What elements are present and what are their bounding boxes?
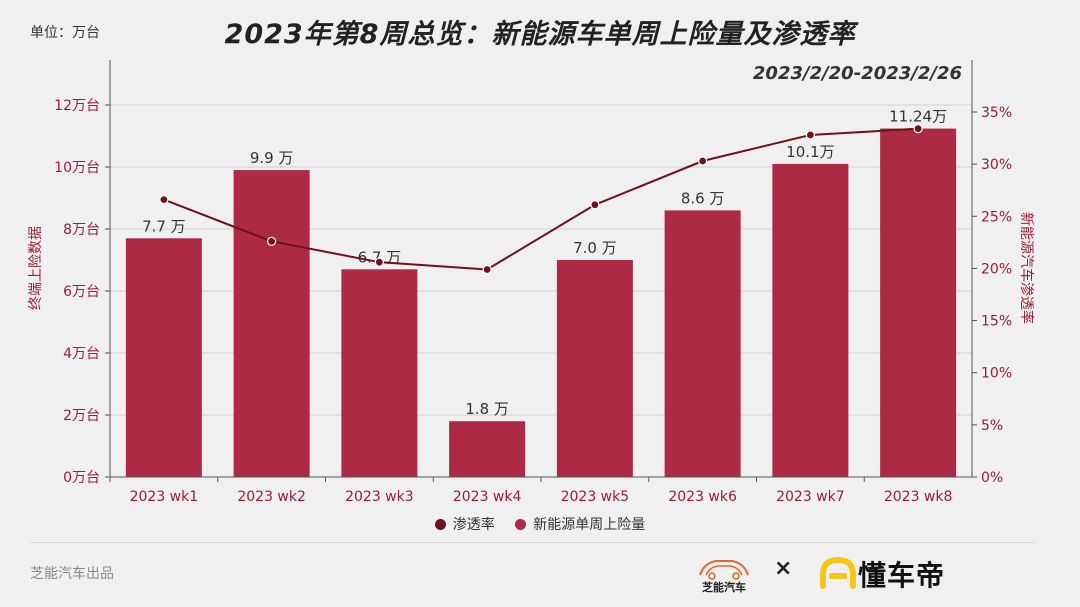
line-point bbox=[267, 236, 277, 246]
x-axis-ticks: 2023 wk1 2023 wk2 2023 wk3 2023 wk4 2023 wk5… bbox=[109, 477, 953, 505]
bar-value-label: 6.7 万 bbox=[358, 248, 402, 266]
car-outline-icon bbox=[699, 560, 749, 580]
bar bbox=[233, 170, 310, 477]
x-tick-label: 2023 wk4 bbox=[453, 489, 522, 505]
line-point bbox=[805, 130, 815, 140]
dongchedi-logo-icon bbox=[820, 556, 856, 589]
right-tick-label: 30% bbox=[981, 157, 1012, 173]
bar bbox=[341, 269, 418, 477]
line-point bbox=[482, 264, 492, 275]
right-axis-title: 新能源汽车渗透率 bbox=[1018, 212, 1035, 324]
left-tick-label: 6万台 bbox=[63, 284, 100, 300]
bar-value-label: 7.0 万 bbox=[573, 239, 617, 257]
legend-item-penetration[interactable]: 渗透率 bbox=[434, 514, 495, 534]
bar bbox=[880, 128, 957, 477]
brand1-name: 芝能汽车 bbox=[702, 581, 746, 594]
legend-dot-bar bbox=[515, 518, 527, 530]
bar-value-label: 8.6 万 bbox=[681, 189, 725, 207]
bar-value-label: 1.8 万 bbox=[465, 400, 509, 418]
x-tick-label: 2023 wk3 bbox=[345, 489, 414, 505]
x-tick-label: 2023 wk8 bbox=[884, 489, 953, 505]
right-tick-label: 5% bbox=[981, 418, 1003, 434]
right-axis-ticks: 0% 5% 10% 15% 20% 25% 30% 35% bbox=[972, 105, 1012, 486]
bar bbox=[556, 260, 633, 477]
bar-value-label: 10.1万 bbox=[786, 143, 834, 161]
bar bbox=[125, 238, 202, 477]
bar-series bbox=[125, 128, 957, 477]
right-tick-label: 10% bbox=[981, 366, 1012, 382]
x-tick-label: 2023 wk6 bbox=[668, 489, 737, 505]
left-tick-label: 4万台 bbox=[63, 346, 100, 362]
footer-source: 芝能汽车出品 bbox=[30, 566, 114, 582]
right-tick-label: 15% bbox=[981, 314, 1012, 330]
date-range: 2023/2/20-2023/2/26 bbox=[752, 63, 962, 84]
left-tick-label: 0万台 bbox=[63, 470, 100, 486]
line-point bbox=[590, 200, 600, 210]
bar bbox=[449, 421, 526, 477]
right-tick-label: 25% bbox=[981, 209, 1012, 225]
bar-value-label: 7.7 万 bbox=[142, 217, 186, 235]
brand-logo-zhineng: 芝能汽车 bbox=[694, 555, 754, 594]
footer-divider bbox=[30, 542, 1035, 543]
right-tick-label: 0% bbox=[981, 470, 1003, 486]
right-tick-label: 20% bbox=[981, 261, 1012, 277]
penetration-line bbox=[163, 127, 919, 271]
left-tick-label: 12万台 bbox=[54, 98, 100, 114]
chart-title: 2023年第8周总览：新能源车单周上险量及渗透率 bbox=[224, 19, 856, 50]
bar bbox=[664, 210, 741, 477]
legend-label-penetration: 渗透率 bbox=[452, 517, 495, 533]
bar-value-label: 9.9 万 bbox=[250, 149, 294, 167]
legend-item-insurance[interactable]: 新能源单周上险量 bbox=[515, 514, 645, 534]
x-tick-label: 2023 wk7 bbox=[776, 489, 845, 505]
left-axis-title: 终端上险数据 bbox=[28, 226, 44, 310]
left-tick-label: 8万台 bbox=[63, 222, 100, 238]
legend-label-insurance: 新能源单周上险量 bbox=[533, 517, 646, 533]
x-tick-label: 2023 wk1 bbox=[130, 489, 199, 505]
bar-value-label: 11.24万 bbox=[889, 108, 947, 126]
bar-labels: 7.7 万 9.9 万 6.7 万 1.8 万 7.0 万 8.6 万 10.1万 11.24… bbox=[142, 108, 947, 419]
line-point bbox=[913, 124, 923, 134]
line-point bbox=[698, 156, 708, 166]
bar bbox=[772, 163, 849, 477]
line-series bbox=[159, 124, 923, 275]
left-tick-label: 2万台 bbox=[63, 408, 100, 424]
times-separator: × bbox=[774, 556, 793, 581]
unit-label: 单位：万台 bbox=[30, 25, 100, 41]
right-tick-label: 35% bbox=[981, 105, 1012, 121]
x-tick-label: 2023 wk5 bbox=[561, 489, 630, 505]
legend: 渗透率 新能源单周上险量 bbox=[0, 514, 1080, 534]
brand2-name: 懂车帝 bbox=[858, 559, 946, 592]
line-point bbox=[374, 257, 384, 267]
left-tick-label: 10万台 bbox=[54, 160, 100, 176]
line-point bbox=[159, 195, 169, 205]
legend-dot-line bbox=[434, 518, 446, 530]
x-tick-label: 2023 wk2 bbox=[237, 489, 306, 505]
left-axis-ticks: 0万台 2万台 4万台 6万台 8万台 10万台 12万台 bbox=[54, 98, 110, 486]
